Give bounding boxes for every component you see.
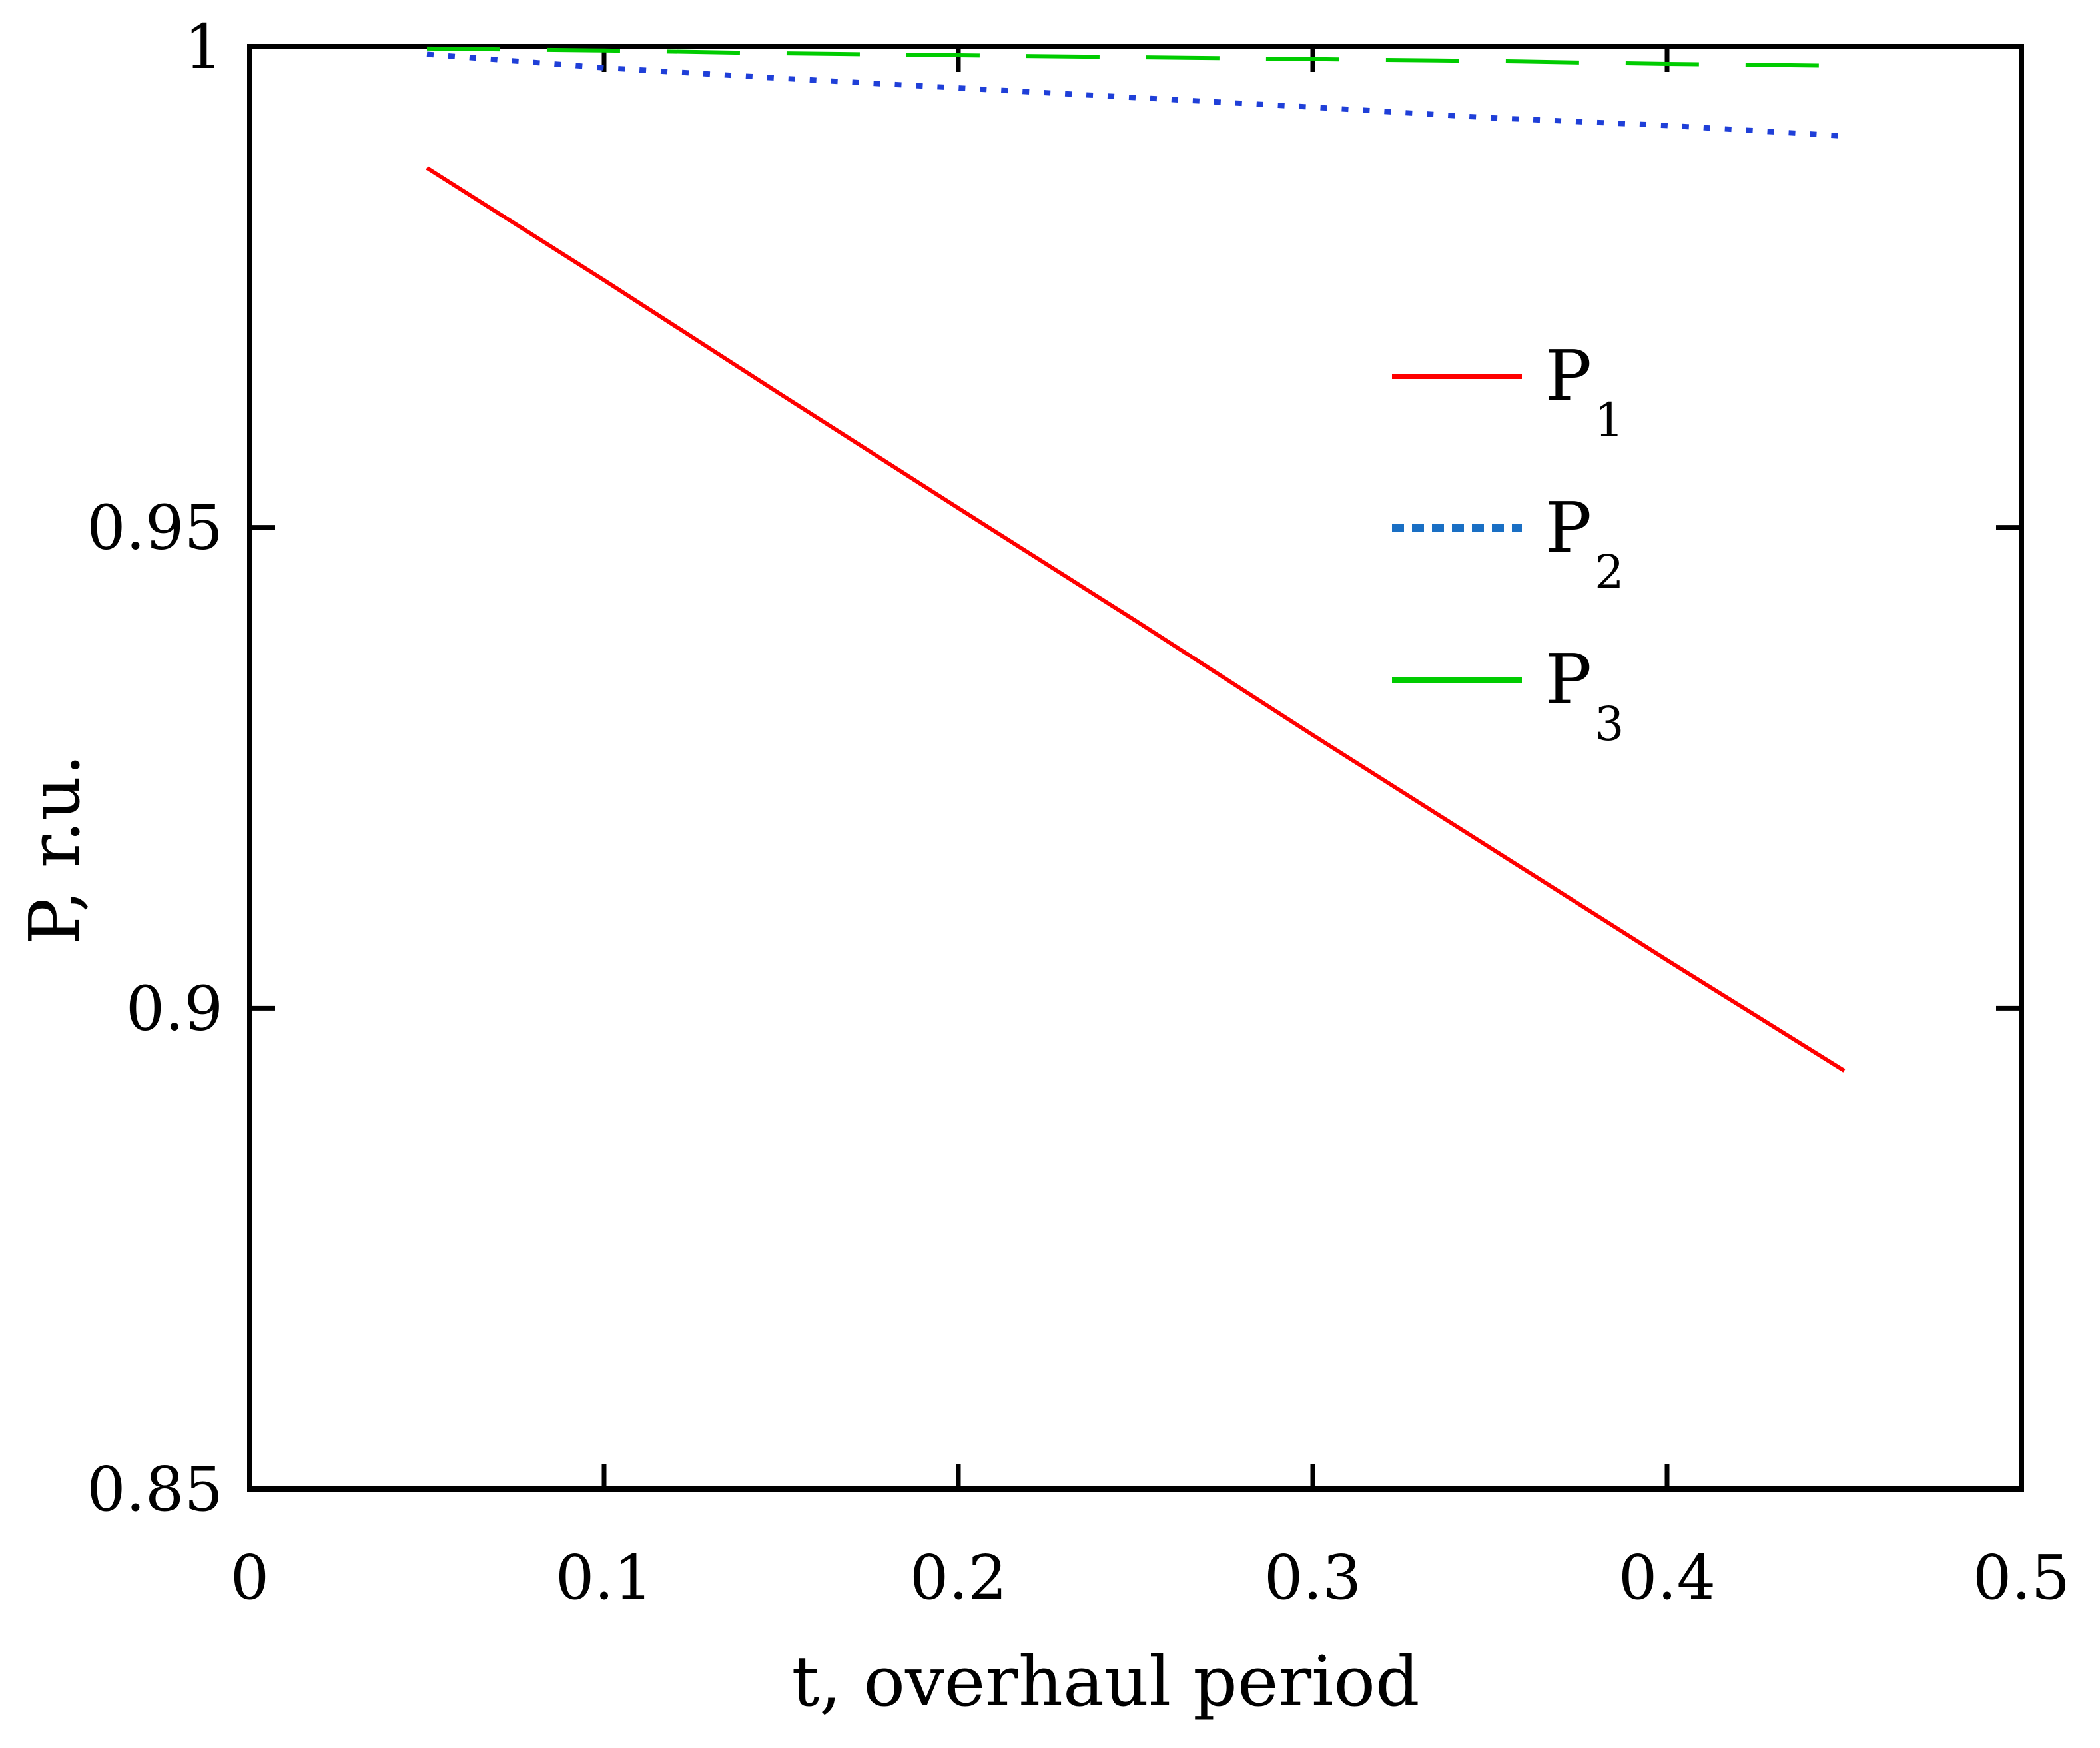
plot-frame bbox=[247, 44, 2024, 1492]
legend-label-p2: P2 bbox=[1545, 487, 1624, 600]
legend-label-p1: P1 bbox=[1545, 335, 1624, 448]
legend-label-main: P bbox=[1545, 335, 1592, 416]
y-axis-ticks: 0.85 0.9 0.95 1 bbox=[87, 11, 2021, 1525]
series-layer bbox=[426, 46, 1846, 1073]
y-axis-title: P, r.u. bbox=[14, 754, 95, 945]
y-tick-label: 0.95 bbox=[87, 492, 223, 564]
x-axis-title: t, overhaul period bbox=[791, 1641, 1419, 1722]
x-tick-label: 0.5 bbox=[1973, 1542, 2070, 1613]
legend-label-subscript: 3 bbox=[1594, 697, 1624, 751]
x-tick-label: 0.1 bbox=[555, 1542, 653, 1613]
legend-label-p3: P3 bbox=[1545, 639, 1624, 751]
series-line-p2 bbox=[426, 51, 1845, 139]
x-tick-label: 0.4 bbox=[1618, 1542, 1716, 1613]
legend-label-subscript: 2 bbox=[1594, 545, 1624, 600]
x-tick-label: 0 bbox=[230, 1542, 270, 1613]
x-tick-label: 0.3 bbox=[1264, 1542, 1361, 1613]
y-tick-label: 1 bbox=[184, 11, 223, 83]
y-tick-label: 0.9 bbox=[126, 973, 223, 1044]
legend-label-main: P bbox=[1545, 487, 1592, 568]
y-tick-label: 0.85 bbox=[87, 1454, 223, 1525]
legend-label-subscript: 1 bbox=[1594, 393, 1624, 448]
x-axis-ticks: 0 0.1 0.2 0.3 0.4 0.5 bbox=[230, 47, 2070, 1613]
series-line-p1 bbox=[426, 166, 1846, 1073]
legend-label-main: P bbox=[1545, 639, 1592, 720]
x-tick-label: 0.2 bbox=[910, 1542, 1007, 1613]
